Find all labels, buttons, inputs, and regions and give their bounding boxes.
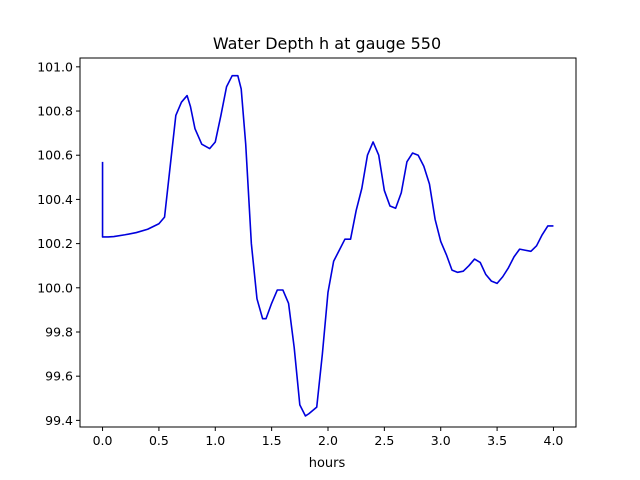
x-axis: 0.0 0.5 1.0 1.5 2.0 2.5 3.0 3.5 4.0 <box>93 427 564 448</box>
y-tick-label: 99.8 <box>45 324 73 339</box>
x-tick-label: 1.5 <box>262 433 282 448</box>
plot-area <box>79 57 577 428</box>
x-tick-label: 4.0 <box>544 433 564 448</box>
x-tick-label: 1.0 <box>205 433 225 448</box>
y-tick-label: 100.6 <box>37 148 73 163</box>
y-tick-label: 100.4 <box>37 192 73 207</box>
y-tick-label: 100.0 <box>37 280 73 295</box>
x-axis-label: hours <box>309 456 346 471</box>
y-tick-label: 101.0 <box>37 59 73 74</box>
x-tick-label: 3.0 <box>431 433 451 448</box>
y-tick-label: 100.2 <box>37 236 73 251</box>
y-tick-label: 99.4 <box>45 413 73 428</box>
x-tick-label: 0.0 <box>93 433 113 448</box>
x-tick-label: 3.5 <box>487 433 507 448</box>
axes-frame <box>79 57 577 428</box>
y-tick-label: 99.6 <box>45 369 73 384</box>
chart-title: Water Depth h at gauge 550 <box>213 34 441 53</box>
y-axis: 99.4 99.6 99.8 100.0 100.2 100.4 100.6 100.8 101… <box>37 59 80 428</box>
x-tick-label: 2.5 <box>374 433 394 448</box>
y-tick-label: 100.8 <box>37 104 73 119</box>
x-tick-label: 2.0 <box>318 433 338 448</box>
series-line <box>101 74 554 417</box>
x-tick-label: 0.5 <box>149 433 169 448</box>
series-layer <box>101 74 554 417</box>
